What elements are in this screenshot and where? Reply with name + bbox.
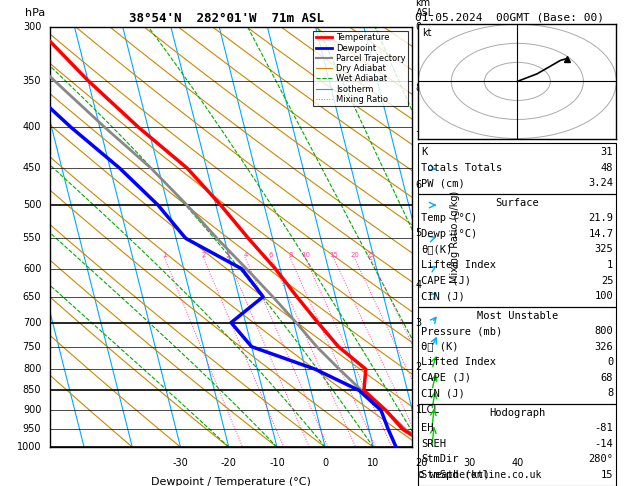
- Text: 40: 40: [512, 458, 524, 468]
- Text: 450: 450: [23, 163, 42, 174]
- Text: 3.24: 3.24: [588, 178, 613, 189]
- Text: 0: 0: [607, 357, 613, 367]
- Text: CIN (J): CIN (J): [421, 291, 465, 301]
- Text: Dewp (°C): Dewp (°C): [421, 229, 477, 239]
- Text: K: K: [421, 147, 428, 157]
- Text: 400: 400: [23, 122, 42, 132]
- Text: -30: -30: [172, 458, 189, 468]
- Text: 0: 0: [322, 458, 328, 468]
- Text: Pressure (mb): Pressure (mb): [421, 326, 503, 336]
- Text: 15: 15: [601, 470, 613, 480]
- Text: 8: 8: [288, 252, 292, 258]
- Text: CAPE (J): CAPE (J): [421, 276, 471, 286]
- Text: Lifted Index: Lifted Index: [421, 260, 496, 270]
- Text: Dewpoint / Temperature (°C): Dewpoint / Temperature (°C): [151, 477, 311, 486]
- Text: 6: 6: [416, 180, 421, 190]
- Text: © weatheronline.co.uk: © weatheronline.co.uk: [418, 470, 542, 480]
- Text: 10: 10: [367, 458, 379, 468]
- Text: 650: 650: [23, 292, 42, 302]
- Text: 3: 3: [416, 318, 421, 328]
- Text: 1LCL: 1LCL: [416, 405, 440, 416]
- Text: 1000: 1000: [17, 442, 42, 452]
- Text: 30: 30: [464, 458, 476, 468]
- Text: kt: kt: [422, 28, 431, 38]
- Text: 2: 2: [416, 362, 422, 372]
- Text: -10: -10: [269, 458, 285, 468]
- Text: Totals Totals: Totals Totals: [421, 163, 503, 173]
- Text: 325: 325: [594, 244, 613, 255]
- Text: EH: EH: [421, 423, 434, 434]
- Text: Most Unstable: Most Unstable: [477, 311, 558, 321]
- Text: 48: 48: [601, 163, 613, 173]
- Text: Surface: Surface: [496, 198, 539, 208]
- Text: 0: 0: [416, 22, 421, 32]
- Text: 750: 750: [23, 342, 42, 352]
- Text: Hodograph: Hodograph: [489, 408, 545, 418]
- Text: 1: 1: [607, 260, 613, 270]
- Text: PW (cm): PW (cm): [421, 178, 465, 189]
- Text: StmSpd (kt): StmSpd (kt): [421, 470, 490, 480]
- Text: Lifted Index: Lifted Index: [421, 357, 496, 367]
- Text: 2: 2: [201, 252, 206, 258]
- Text: km
ASL: km ASL: [416, 0, 434, 18]
- Legend: Temperature, Dewpoint, Parcel Trajectory, Dry Adiabat, Wet Adiabat, Isotherm, Mi: Temperature, Dewpoint, Parcel Trajectory…: [313, 31, 408, 106]
- Text: 900: 900: [23, 405, 42, 416]
- Text: hPa: hPa: [25, 8, 45, 18]
- Text: 700: 700: [23, 317, 42, 328]
- Text: 15: 15: [330, 252, 338, 258]
- Text: 600: 600: [23, 264, 42, 274]
- Text: 550: 550: [23, 233, 42, 243]
- Text: -14: -14: [594, 439, 613, 449]
- Text: 20: 20: [350, 252, 359, 258]
- Text: SREH: SREH: [421, 439, 447, 449]
- Text: -20: -20: [221, 458, 237, 468]
- Text: 800: 800: [594, 326, 613, 336]
- Text: θᴄ(K): θᴄ(K): [421, 244, 453, 255]
- Text: 280°: 280°: [588, 454, 613, 465]
- Text: 350: 350: [23, 75, 42, 86]
- Text: CAPE (J): CAPE (J): [421, 373, 471, 383]
- Text: 38°54'N  282°01'W  71m ASL: 38°54'N 282°01'W 71m ASL: [129, 12, 324, 25]
- Text: 01.05.2024  00GMT (Base: 00): 01.05.2024 00GMT (Base: 00): [415, 12, 604, 22]
- Text: 6: 6: [269, 252, 274, 258]
- Text: Mixing Ratio (g/kg): Mixing Ratio (g/kg): [450, 191, 460, 283]
- Text: 326: 326: [594, 342, 613, 352]
- Text: 25: 25: [601, 276, 613, 286]
- Text: 4: 4: [243, 252, 248, 258]
- Text: 31: 31: [601, 147, 613, 157]
- Text: 8: 8: [607, 388, 613, 399]
- Text: 10: 10: [301, 252, 310, 258]
- Text: 100: 100: [594, 291, 613, 301]
- Text: θᴄ (K): θᴄ (K): [421, 342, 459, 352]
- Text: 20: 20: [415, 458, 428, 468]
- Text: 8: 8: [416, 84, 421, 93]
- Text: 14.7: 14.7: [588, 229, 613, 239]
- Text: 3: 3: [225, 252, 230, 258]
- Text: 950: 950: [23, 424, 42, 434]
- Text: StmDir: StmDir: [421, 454, 459, 465]
- Text: 68: 68: [601, 373, 613, 383]
- Text: 5: 5: [416, 227, 422, 238]
- Text: 800: 800: [23, 364, 42, 374]
- Text: 7: 7: [416, 131, 422, 141]
- Text: CIN (J): CIN (J): [421, 388, 465, 399]
- Text: 21.9: 21.9: [588, 213, 613, 224]
- Text: 4: 4: [416, 279, 421, 290]
- Text: 1: 1: [162, 252, 167, 258]
- Text: Temp (°C): Temp (°C): [421, 213, 477, 224]
- Text: -81: -81: [594, 423, 613, 434]
- Text: 850: 850: [23, 385, 42, 396]
- Text: 500: 500: [23, 200, 42, 210]
- Text: 25: 25: [367, 252, 376, 258]
- Text: 300: 300: [23, 22, 42, 32]
